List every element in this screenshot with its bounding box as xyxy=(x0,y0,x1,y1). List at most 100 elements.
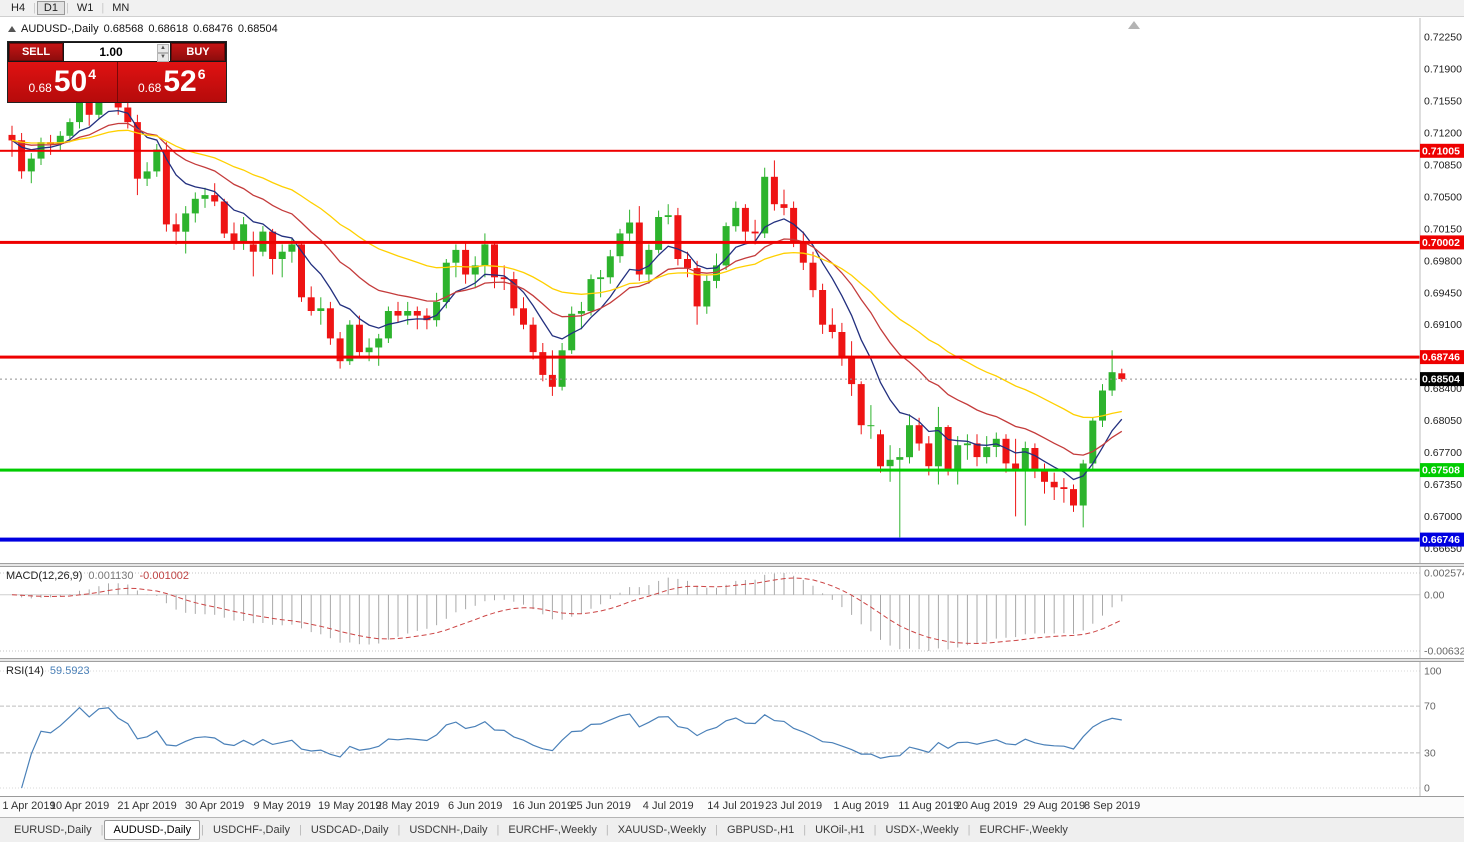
chart-tab-usdcnh-daily[interactable]: USDCNH-,Daily xyxy=(409,824,488,836)
chart-tab-eurchf-weekly[interactable]: EURCHF-,Weekly xyxy=(979,824,1068,836)
timeframe-button-h4[interactable]: H4 xyxy=(11,2,26,14)
macd-value-main: 0.001130 xyxy=(88,570,134,582)
svg-text:0.68504: 0.68504 xyxy=(1422,374,1460,386)
volume-input-group: ▲ ▼ xyxy=(64,43,170,62)
svg-text:0.67350: 0.67350 xyxy=(1424,479,1462,491)
buy-price-prefix: 0.68 xyxy=(137,81,162,95)
macd-label: MACD(12,26,9) 0.001130 -0.001002 xyxy=(6,570,189,582)
buy-price-pip: 6 xyxy=(197,66,206,82)
timeframe-button-d1[interactable]: D1 xyxy=(36,1,65,15)
date-tick-label: 14 Jul 2019 xyxy=(707,800,765,812)
svg-text:0.72250: 0.72250 xyxy=(1424,32,1462,44)
ohlc-open: 0.68568 xyxy=(103,23,144,35)
svg-text:0.68050: 0.68050 xyxy=(1424,415,1462,427)
tab-separator: | xyxy=(803,824,807,836)
svg-text:0.00: 0.00 xyxy=(1424,589,1445,601)
macd-indicator-panel: 0.002574 0.00 -0.006326 MACD(12,26,9) 0.00… xyxy=(0,567,1464,658)
volume-up-icon[interactable]: ▲ xyxy=(157,44,169,53)
date-axis[interactable]: 1 Apr 2019 10 Apr 2019 21 Apr 2019 30 Apr 2… xyxy=(0,796,1464,817)
tab-separator: | xyxy=(397,824,401,836)
date-tick-label: 19 May 2019 xyxy=(317,800,382,812)
svg-text:70: 70 xyxy=(1424,701,1436,713)
rsi-name: RSI(14) xyxy=(6,665,44,677)
date-tick-label: 25 Jun 2019 xyxy=(570,800,631,812)
date-tick-label: 1 Aug 2019 xyxy=(833,800,890,812)
svg-text:-0.006326: -0.006326 xyxy=(1424,646,1464,658)
chart-title: AUDUSD-,Daily xyxy=(21,23,99,35)
buy-price[interactable]: 0.68 52 6 xyxy=(118,62,227,102)
svg-text:0.71200: 0.71200 xyxy=(1424,128,1462,140)
date-tick-label: 4 Jul 2019 xyxy=(642,800,694,812)
sell-button[interactable]: SELL xyxy=(9,43,63,61)
svg-text:0.70002: 0.70002 xyxy=(1422,237,1460,249)
chart-tab-ukoil-h1[interactable]: UKOil-,H1 xyxy=(815,824,865,836)
svg-text:0.69450: 0.69450 xyxy=(1424,287,1462,299)
svg-text:0.71005: 0.71005 xyxy=(1422,145,1460,157)
svg-text:0.70150: 0.70150 xyxy=(1424,223,1462,235)
chart-ohlc-header: AUDUSD-,Daily 0.68568 0.68618 0.68476 0.… xyxy=(8,23,278,35)
toolbar-separator: | xyxy=(65,2,69,14)
svg-text:0.71550: 0.71550 xyxy=(1424,96,1462,108)
trade-panel-collapse-icon[interactable] xyxy=(8,26,16,32)
macd-chart-canvas[interactable]: 0.002574 0.00 -0.006326 xyxy=(0,567,1464,658)
chart-tab-audusd-daily[interactable]: AUDUSD-,Daily xyxy=(104,820,201,840)
date-tick-label: 10 Apr 2019 xyxy=(49,800,110,812)
price-divider xyxy=(116,62,118,102)
date-tick-label: 23 Jul 2019 xyxy=(765,800,823,812)
volume-input[interactable] xyxy=(64,43,170,61)
timeframe-button-w1[interactable]: W1 xyxy=(76,2,94,14)
sell-price[interactable]: 0.68 50 4 xyxy=(8,62,117,102)
macd-value-signal: -0.001002 xyxy=(139,570,190,582)
sell-price-pip: 4 xyxy=(88,66,97,82)
tab-separator: | xyxy=(873,824,877,836)
svg-text:100: 100 xyxy=(1424,666,1442,678)
panel-splitter[interactable] xyxy=(0,563,1464,567)
svg-text:0.69100: 0.69100 xyxy=(1424,319,1462,331)
buy-button[interactable]: BUY xyxy=(171,43,225,61)
panel-splitter[interactable] xyxy=(0,658,1464,662)
date-tick-label: 16 Jun 2019 xyxy=(512,800,574,812)
sell-price-big: 50 xyxy=(53,65,88,98)
chart-tab-eurchf-weekly[interactable]: EURCHF-,Weekly xyxy=(508,824,597,836)
svg-text:0.70850: 0.70850 xyxy=(1424,159,1462,171)
svg-text:0.68746: 0.68746 xyxy=(1422,352,1460,364)
svg-text:0.66746: 0.66746 xyxy=(1422,534,1460,546)
tab-separator: | xyxy=(298,824,302,836)
volume-down-icon[interactable]: ▼ xyxy=(157,53,169,62)
rsi-label: RSI(14) 59.5923 xyxy=(6,665,90,677)
chart-tab-gbpusd-h1[interactable]: GBPUSD-,H1 xyxy=(726,824,795,836)
date-tick-label: 9 May 2019 xyxy=(253,800,311,812)
chart-tab-xauusd-weekly[interactable]: XAUUSD-,Weekly xyxy=(617,824,707,836)
chart-tab-usdcad-daily[interactable]: USDCAD-,Daily xyxy=(310,824,389,836)
svg-text:0.002574: 0.002574 xyxy=(1424,568,1464,580)
date-tick-label: 28 May 2019 xyxy=(375,800,440,812)
rsi-chart-canvas[interactable]: 100 70 30 0 xyxy=(0,662,1464,796)
date-tick-label: 8 Sep 2019 xyxy=(1083,800,1141,812)
price-chart-canvas[interactable]: 0.72250 0.71900 0.71550 0.71200 0.70850 0.705… xyxy=(0,18,1464,563)
toolbar-separator: | xyxy=(101,2,105,14)
chart-tab-usdchf-daily[interactable]: USDCHF-,Daily xyxy=(212,824,290,836)
volume-spinner: ▲ ▼ xyxy=(157,44,169,62)
svg-text:0.68400: 0.68400 xyxy=(1424,383,1462,395)
chart-tab-eurusd-daily[interactable]: EURUSD-,Daily xyxy=(14,824,92,836)
tab-separator: | xyxy=(967,824,971,836)
tab-separator: | xyxy=(201,824,204,836)
date-tick-label: 6 Jun 2019 xyxy=(447,800,503,812)
timeframe-toolbar: H4 | D1 | W1 | MN xyxy=(0,0,1464,17)
timeframe-button-mn[interactable]: MN xyxy=(112,2,130,14)
buy-price-big: 52 xyxy=(163,65,197,98)
date-tick-label: 30 Apr 2019 xyxy=(184,800,245,812)
svg-text:0.67700: 0.67700 xyxy=(1424,447,1462,459)
toolbar-separator: | xyxy=(33,2,36,14)
ohlc-low: 0.68476 xyxy=(193,23,233,35)
ohlc-close: 0.68504 xyxy=(237,23,278,35)
date-tick-label: 29 Aug 2019 xyxy=(1023,800,1086,812)
macd-name: MACD(12,26,9) xyxy=(6,570,83,582)
chart-tab-usdx-weekly[interactable]: USDX-,Weekly xyxy=(885,824,959,836)
svg-text:0.71900: 0.71900 xyxy=(1424,64,1462,76)
tab-separator: | xyxy=(715,824,718,836)
date-tick-label: 21 Apr 2019 xyxy=(117,800,177,812)
chart-tab-bar: EURUSD-,Daily | AUDUSD-,Daily | USDCHF-,Dail… xyxy=(0,817,1464,842)
svg-text:0.69800: 0.69800 xyxy=(1424,255,1462,267)
